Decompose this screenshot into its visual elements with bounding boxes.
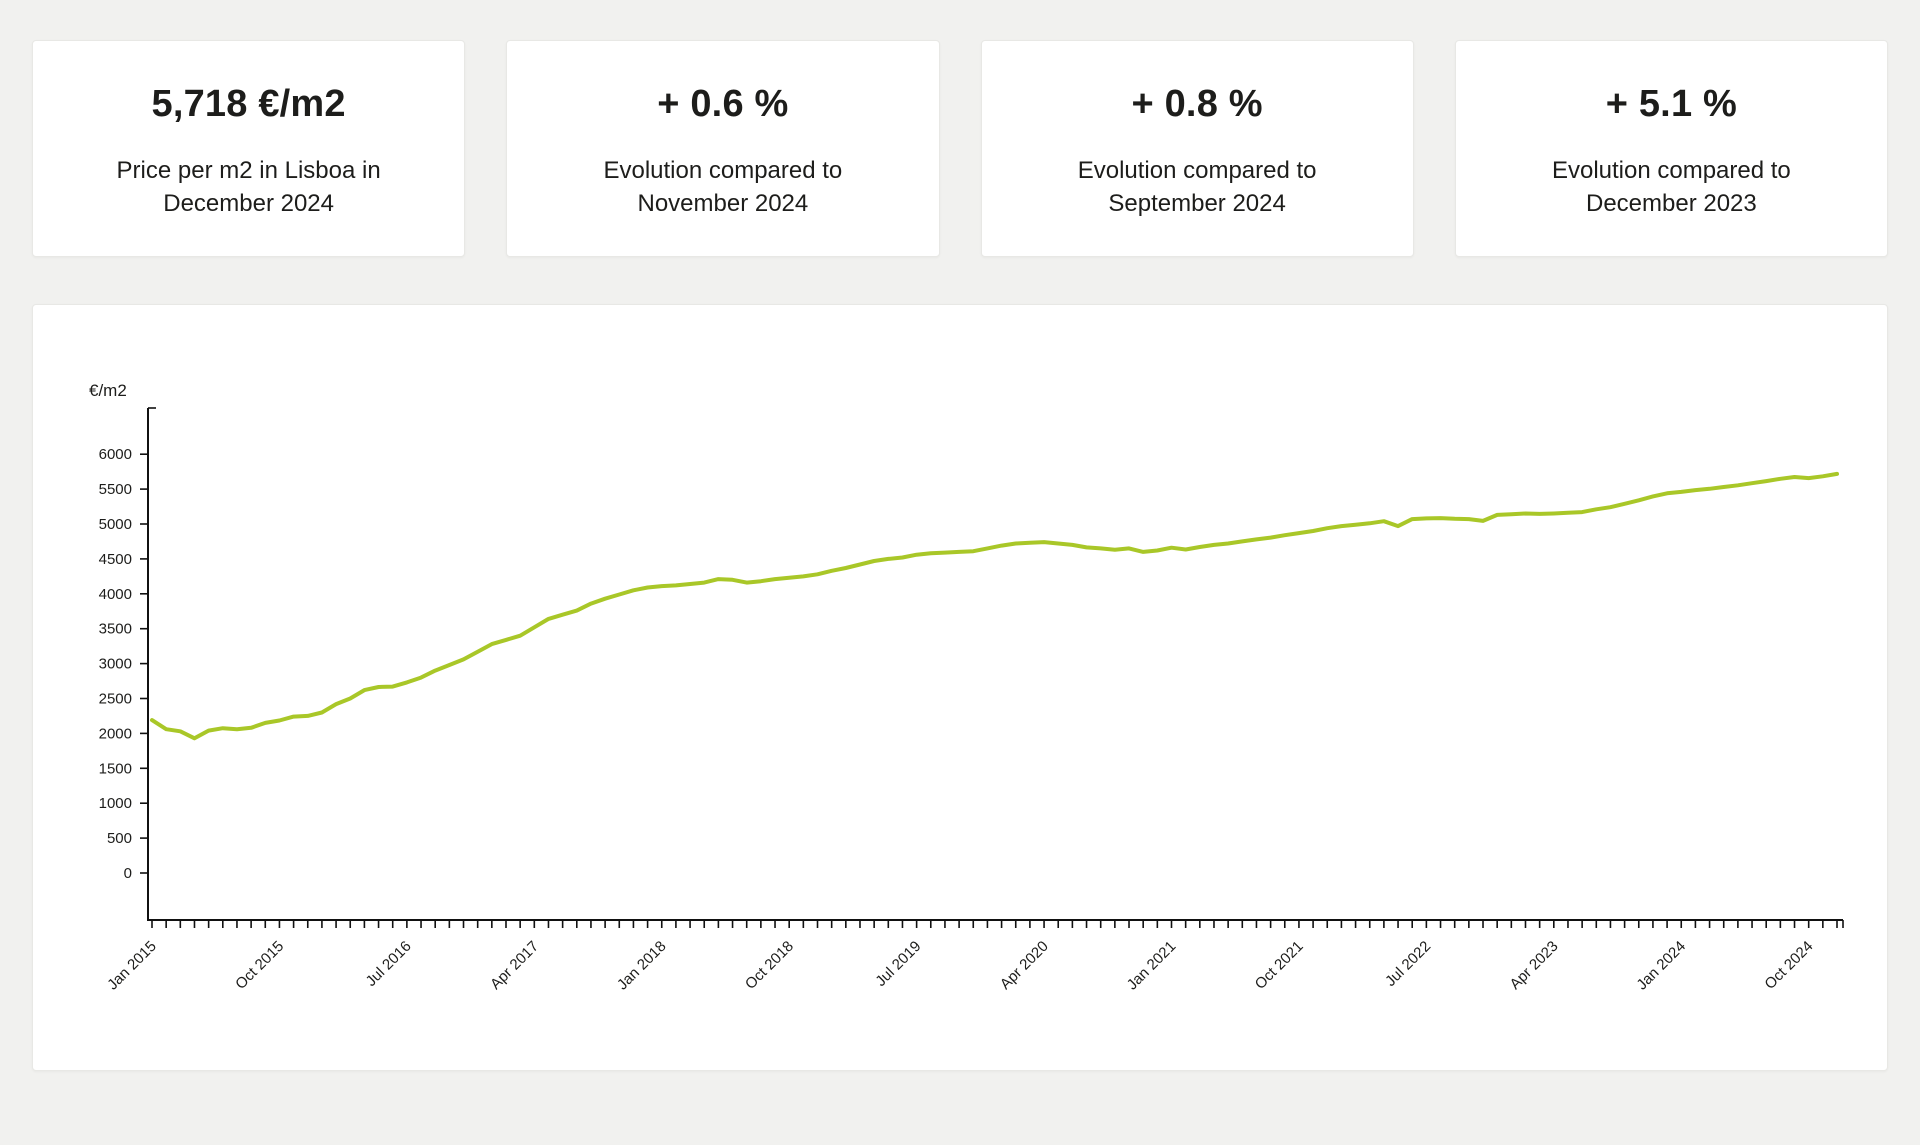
x-tick-label: Apr 2023 <box>1507 938 1562 993</box>
price-line-chart[interactable]: 0 500 1000 1500 2000 2500 3000 3500 4000 4500 5000… <box>33 305 1887 1068</box>
y-axis-unit-label: €/m2 <box>89 381 127 400</box>
stat-cards-row: 5,718 €/m2 Price per m2 in Lisboa in Dec… <box>32 40 1888 257</box>
x-tick-label: Jul 2016 <box>363 938 415 990</box>
stat-card-evolution-quarter: + 0.8 % Evolution compared to September … <box>980 40 1414 257</box>
y-tick-label: 3000 <box>99 656 132 673</box>
y-tick-label: 2500 <box>99 691 132 708</box>
stat-card-evolution-year: + 5.1 % Evolution compared to December 2… <box>1454 40 1888 257</box>
y-tick-label: 5500 <box>99 481 132 498</box>
axis-ticks <box>140 407 1844 928</box>
x-tick-label: Oct 2024 <box>1761 938 1816 993</box>
y-tick-label: 2000 <box>99 725 132 742</box>
stat-value: + 5.1 % <box>1605 83 1738 125</box>
stat-value: + 0.6 % <box>657 83 789 125</box>
x-tick-label: Jan 2024 <box>1633 938 1689 994</box>
x-tick-label: Oct 2018 <box>742 938 797 993</box>
y-tick-label: 4500 <box>99 551 132 568</box>
axes <box>147 408 1843 921</box>
y-tick-label: 3500 <box>99 621 132 638</box>
x-tick-label: Apr 2020 <box>997 938 1052 993</box>
stat-card-price: 5,718 €/m2 Price per m2 in Lisboa in Dec… <box>32 40 466 257</box>
x-tick-label: Jan 2015 <box>104 938 160 994</box>
axis-tick-labels: 0 500 1000 1500 2000 2500 3000 3500 4000 4500 5000… <box>99 446 1817 993</box>
x-tick-label: Jan 2021 <box>1124 938 1180 994</box>
x-tick-label: Jan 2018 <box>614 938 670 994</box>
stat-value: 5,718 €/m2 <box>151 83 346 125</box>
stat-label: Evolution compared to September 2024 <box>1077 157 1317 217</box>
stat-card-evolution-month: + 0.6 % Evolution compared to November 2… <box>506 40 940 257</box>
y-tick-label: 4000 <box>99 586 132 603</box>
x-tick-label: Jul 2019 <box>872 938 924 990</box>
x-tick-label: Oct 2015 <box>232 938 287 993</box>
stat-value: + 0.8 % <box>1131 83 1263 125</box>
y-tick-label: 500 <box>107 830 132 847</box>
x-tick-label: Apr 2017 <box>487 938 542 993</box>
y-tick-label: 1500 <box>99 760 132 777</box>
y-tick-label: 5000 <box>99 516 132 533</box>
y-tick-label: 6000 <box>99 446 132 463</box>
price-evolution-chart-card: €/m2 0 500 1000 1500 2000 2500 3000 3500 4000 450… <box>32 304 1888 1071</box>
stat-label: Evolution compared to November 2024 <box>603 157 843 217</box>
y-tick-label: 0 <box>124 865 132 882</box>
stat-label: Evolution compared to December 2023 <box>1551 157 1791 217</box>
x-tick-label: Jul 2022 <box>1382 938 1434 990</box>
y-tick-label: 1000 <box>99 795 132 812</box>
stat-label: Price per m2 in Lisboa in December 2024 <box>116 157 381 217</box>
price-line-series <box>150 471 1839 741</box>
x-tick-label: Oct 2021 <box>1252 938 1307 993</box>
